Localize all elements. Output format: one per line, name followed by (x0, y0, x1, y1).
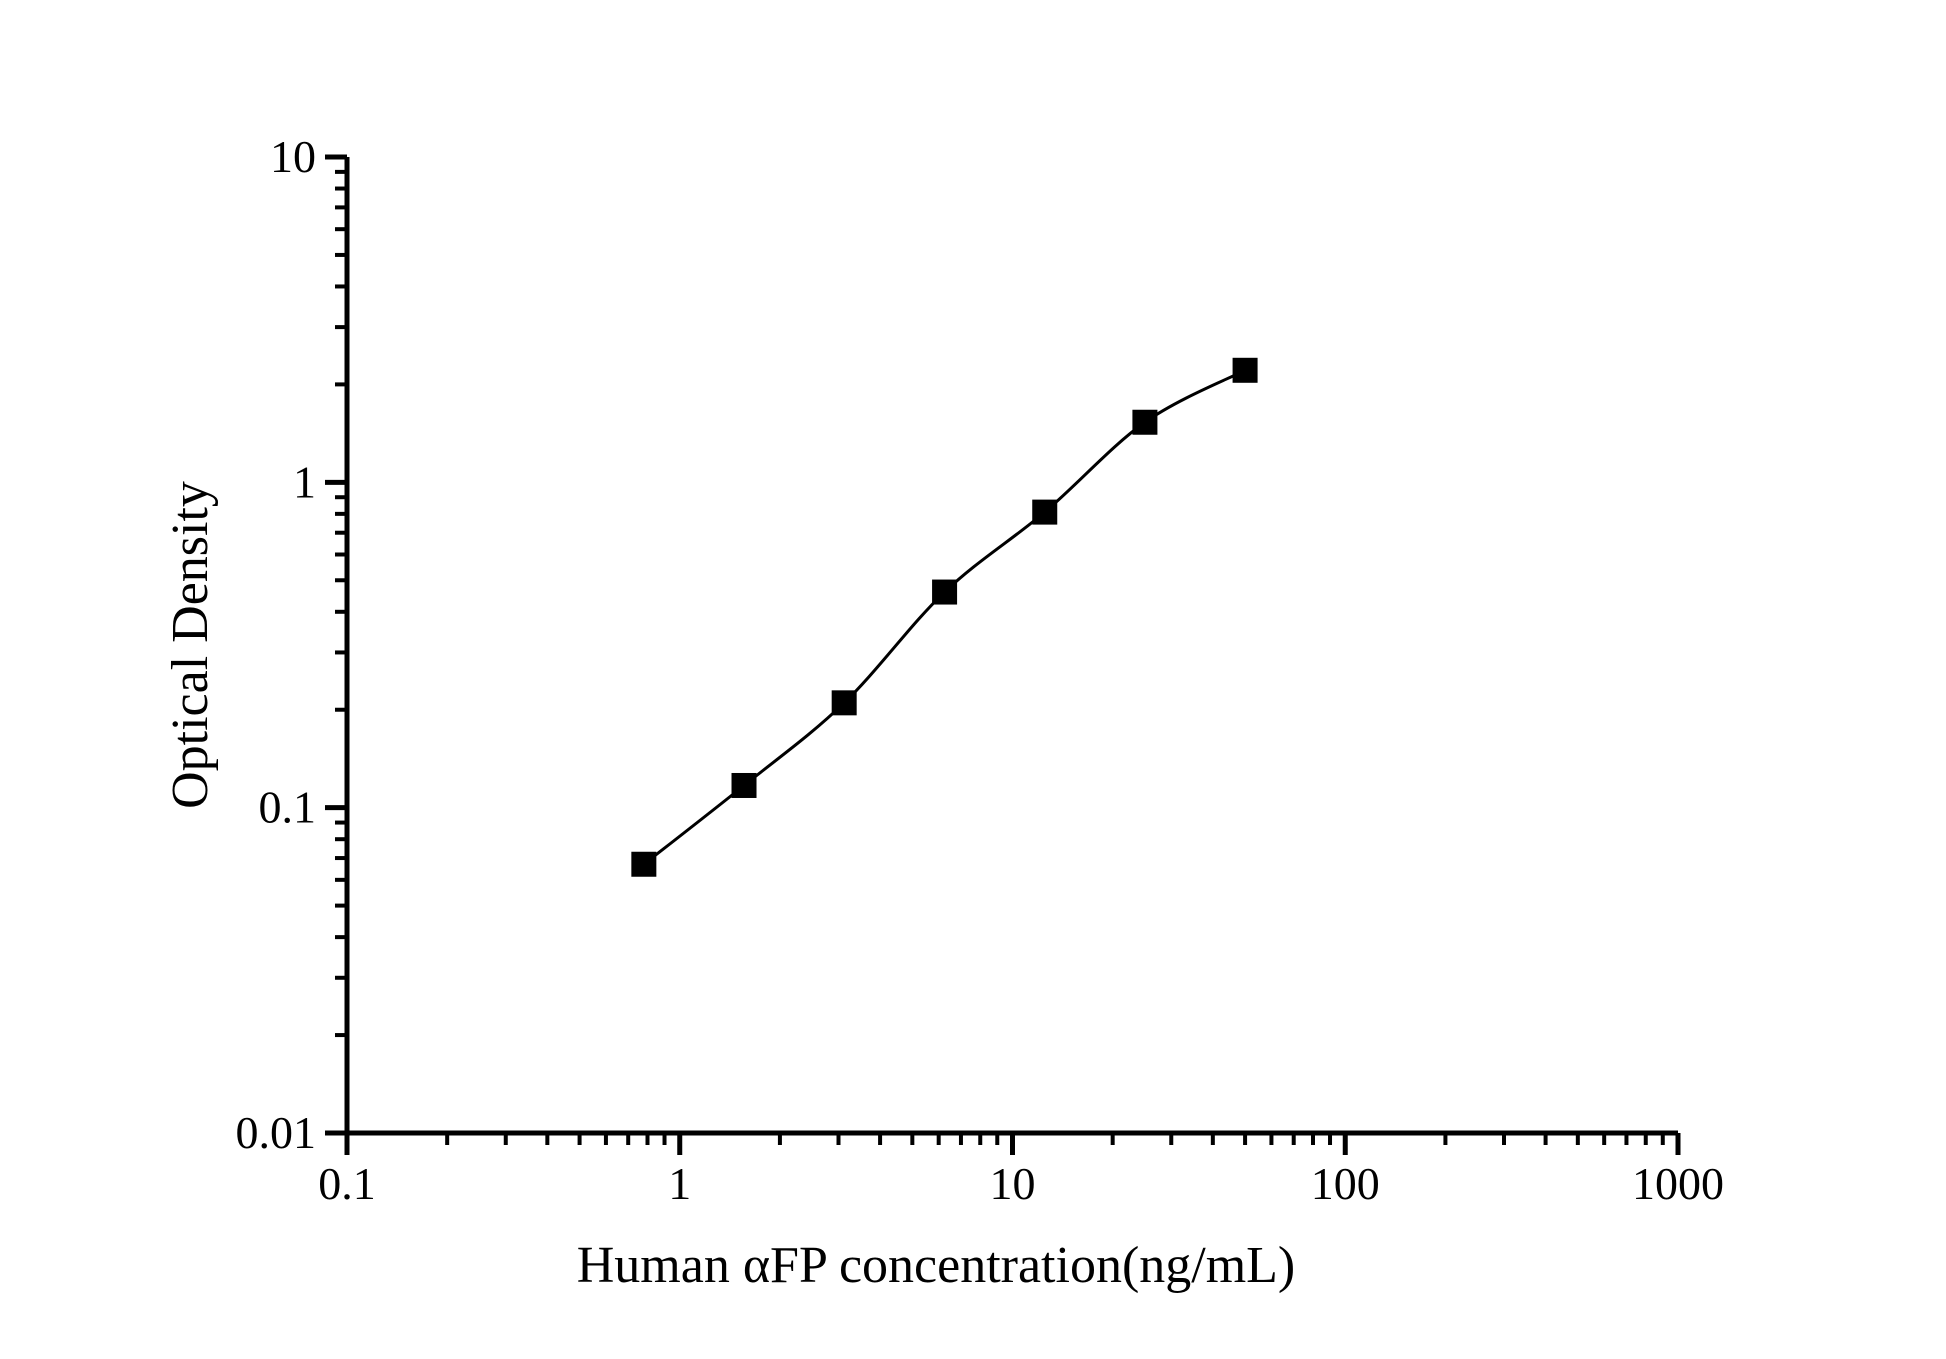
data-point-marker (831, 690, 857, 716)
data-point-marker (631, 851, 657, 877)
axes (325, 154, 1681, 1155)
x-tick-label: 100 (1311, 1158, 1380, 1209)
y-tick-label: 0.01 (236, 1107, 317, 1158)
data-point-marker (1032, 499, 1058, 525)
data-point-marker (731, 772, 757, 798)
y-tick-label: 1 (293, 456, 316, 507)
y-tick-label: 10 (270, 131, 316, 182)
x-tick-label: 10 (990, 1158, 1036, 1209)
y-tick-label: 0.1 (259, 782, 317, 833)
x-axis-title: Human αFP concentration(ng/mL) (577, 1237, 1296, 1294)
x-tick-label: 1000 (1632, 1158, 1724, 1209)
data-point-marker (1132, 409, 1158, 435)
x-tick-label: 0.1 (318, 1158, 376, 1209)
data-point-marker (1232, 357, 1258, 383)
axis-spines (344, 157, 1678, 1136)
y-axis-title: Optical Density (162, 481, 219, 809)
data-point-marker (932, 579, 958, 605)
data-series (631, 357, 1258, 877)
x-tick-label: 1 (668, 1158, 691, 1209)
